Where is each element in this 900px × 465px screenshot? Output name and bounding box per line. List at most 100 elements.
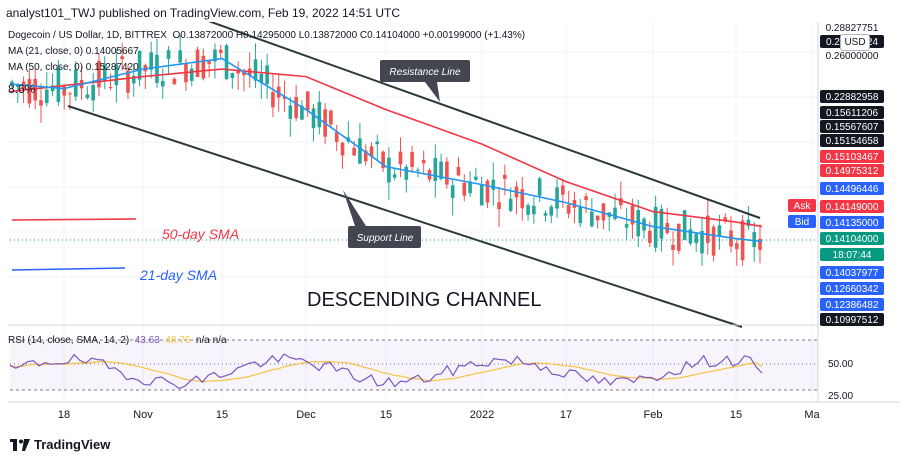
candle-body — [340, 142, 345, 156]
tradingview-logo-icon — [10, 438, 30, 451]
candle-body — [682, 210, 687, 240]
ma50-line — [9, 68, 763, 228]
candle-body — [15, 84, 20, 88]
time-label: Feb — [644, 409, 663, 421]
candle-body — [410, 152, 414, 167]
candle-body — [532, 205, 536, 215]
candle-body — [44, 89, 49, 104]
sma50-annotation-line — [11, 218, 137, 221]
price-label: 0.15103467 — [826, 152, 879, 163]
candle-body — [369, 146, 374, 157]
candle-body — [387, 157, 391, 183]
sma50-annotation-text: 50-day SMA — [162, 226, 239, 242]
legend-rsi: RSI (14, close, SMA, 14, 2) 43.63 48.76 … — [8, 335, 227, 346]
legend-rsi-ma-value: 48.76 — [165, 335, 191, 346]
candle-body — [39, 100, 43, 106]
price-label: 0.14135000 — [826, 218, 879, 229]
bid-label: Bid — [795, 217, 809, 228]
candle-body — [404, 166, 409, 180]
candle-body — [300, 105, 304, 120]
candle-body — [694, 233, 699, 244]
candle-body — [717, 225, 722, 236]
price-label-bg — [820, 266, 884, 279]
candle-body — [329, 110, 333, 125]
candle-body — [526, 205, 530, 215]
time-axis[interactable]: 18 Nov 15 Dec 15 2022 17 Feb 15 Ma — [58, 409, 821, 421]
time-label: 15 — [380, 409, 392, 421]
candle-body — [700, 230, 704, 254]
candle-body — [317, 101, 322, 128]
candle-body — [305, 91, 310, 111]
candle-body — [758, 238, 762, 250]
candle-body — [201, 55, 206, 79]
candle-body — [33, 78, 37, 101]
rsi-axis-50: 50.00 — [828, 359, 853, 370]
price-label-bg — [820, 49, 884, 62]
candle-body — [445, 161, 449, 185]
candle-body — [363, 150, 368, 162]
candle-body — [253, 59, 258, 81]
candle-body — [392, 174, 397, 178]
candle-body — [311, 108, 316, 129]
candle-body — [189, 68, 194, 81]
candle-body — [735, 243, 739, 250]
price-chart-svg[interactable]: Resistance Line Support Line 50-day SMA … — [0, 17, 900, 460]
candle-body — [590, 211, 594, 227]
candle-body — [288, 105, 293, 119]
chart-area[interactable]: Resistance Line Support Line 50-day SMA … — [0, 17, 900, 460]
price-axis[interactable]: 0.288277510.270011240.260000000.22882958… — [820, 21, 884, 326]
price-label: 0.15611206 — [826, 108, 879, 119]
candle-body — [166, 50, 171, 59]
legend-rsi-name: RSI (14, close, SMA, 14, 2) — [8, 335, 130, 346]
price-label-bg — [820, 106, 884, 119]
candlesticks — [10, 35, 762, 266]
price-label: 0.15567607 — [826, 122, 879, 133]
price-label: 18:07:44 — [833, 250, 872, 261]
price-label-bg — [820, 216, 884, 229]
price-label-bg — [820, 90, 884, 103]
candle-body — [358, 138, 362, 164]
candle-body — [659, 208, 664, 239]
price-label: 0.22882958 — [826, 92, 879, 103]
price-label: 0.14104000 — [826, 234, 879, 245]
candle-body — [677, 223, 681, 251]
legend-symbol: Dogecoin / US Dollar, 1D, BITTREX — [8, 30, 167, 41]
currency-button[interactable]: USD — [840, 34, 870, 51]
rsi-ma-line — [9, 360, 763, 383]
candle-body — [213, 49, 217, 62]
candle-body — [601, 203, 606, 221]
candle-body — [421, 159, 426, 164]
price-label-bg — [820, 182, 884, 195]
candle-body — [497, 202, 501, 210]
candle-body — [503, 174, 507, 179]
candle-body — [584, 196, 588, 200]
time-label: 15 — [730, 409, 742, 421]
candle-body — [746, 219, 751, 227]
candle-body — [706, 215, 710, 243]
price-label-bg — [820, 248, 884, 261]
candle-body — [97, 60, 101, 88]
candle-body — [207, 61, 211, 64]
candle-body — [294, 96, 298, 119]
candle-body — [648, 230, 652, 243]
candle-body — [126, 70, 130, 93]
candle-body — [282, 96, 287, 99]
rsi-line — [9, 353, 763, 390]
candle-body — [108, 86, 113, 89]
legend-percent: 8.6% — [8, 82, 36, 96]
sma21-annotation-text: 21-day SMA — [139, 267, 217, 283]
resistance-line — [199, 17, 761, 219]
candle-body — [543, 213, 548, 216]
support-callout-text: Support Line — [357, 233, 414, 244]
price-label: 0.26000000 — [826, 51, 879, 62]
time-label: Ma — [804, 409, 820, 421]
legend-ma21: MA (21, close, 0) 0.14005667 — [8, 46, 139, 57]
candle-body — [137, 50, 142, 80]
candle-body — [73, 69, 78, 97]
price-label-bg — [820, 200, 884, 213]
candle-body — [462, 182, 467, 196]
footer-brand[interactable]: TradingView — [10, 437, 110, 452]
candle-body — [230, 73, 235, 79]
bid-tag — [788, 215, 816, 228]
candle-body — [439, 161, 443, 179]
